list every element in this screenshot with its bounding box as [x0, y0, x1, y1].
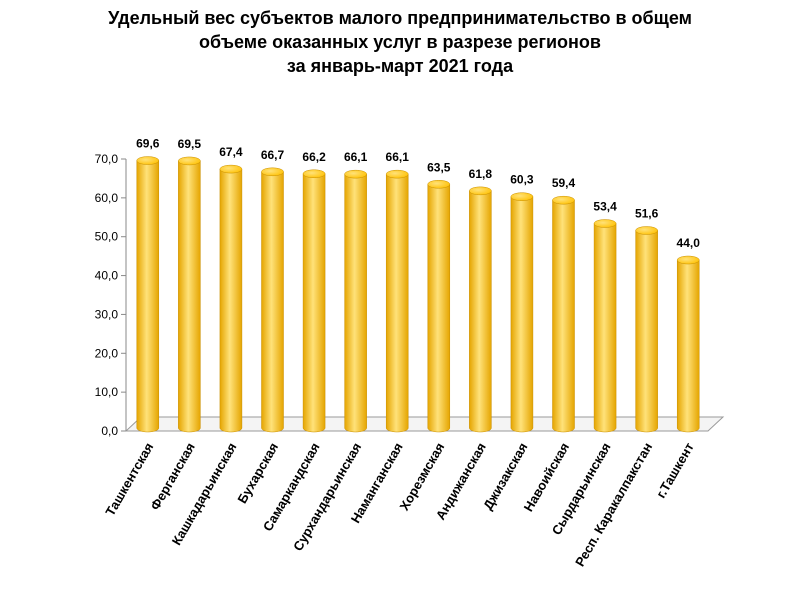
bar-body [136, 160, 160, 433]
data-label: 53,4 [593, 200, 617, 214]
bar-cap [344, 169, 367, 179]
y-tick-label: 0,0 [101, 424, 118, 438]
data-label: 51,6 [635, 206, 659, 220]
y-tick-label: 30,0 [95, 307, 119, 321]
bar [302, 169, 326, 433]
bar-cap [510, 192, 534, 201]
bar-cap [385, 169, 409, 179]
bar [427, 180, 451, 433]
bar [510, 192, 534, 433]
data-label: 66,1 [386, 150, 410, 164]
bar [385, 169, 409, 433]
chart-floor [124, 416, 725, 432]
bar-body [593, 223, 617, 433]
data-label: 61,8 [469, 167, 493, 181]
bar-body [385, 173, 409, 433]
bar-cap [219, 164, 243, 174]
bar [676, 255, 700, 433]
bar [136, 156, 160, 433]
data-label: 67,4 [219, 145, 243, 159]
bar [469, 186, 492, 433]
bar [261, 167, 284, 433]
bar-cap [593, 219, 617, 228]
bar-cap [676, 255, 700, 265]
data-label: 66,2 [302, 150, 326, 164]
bar-cap [136, 156, 160, 165]
y-tick-label: 40,0 [95, 269, 119, 283]
data-label: 69,6 [136, 137, 160, 151]
y-tick-label: 10,0 [95, 385, 119, 399]
y-tick-label: 20,0 [95, 346, 119, 360]
bar-body [427, 184, 451, 433]
chart-title-line-3: за январь-март 2021 года [286, 56, 514, 76]
x-tick-label: г.Ташкент [653, 440, 697, 501]
bar [635, 226, 658, 433]
bar-body [178, 160, 201, 433]
y-tick-label: 60,0 [95, 191, 119, 205]
bar [178, 156, 201, 433]
bar-cap [552, 195, 575, 205]
x-tick-label: Респ. Каракалпакстан [572, 440, 655, 569]
bar-cap [302, 169, 326, 179]
data-label: 60,3 [510, 173, 534, 187]
bar-body [510, 196, 534, 433]
data-label: 69,5 [178, 137, 202, 151]
bar-body [676, 259, 700, 433]
bar-body [344, 173, 367, 433]
bar [344, 169, 367, 433]
chart-title-line-2: объеме оказанных услуг в разрезе регионо… [199, 32, 601, 52]
bar-cap [178, 156, 201, 166]
data-label: 59,4 [552, 176, 576, 190]
bar-body [635, 230, 658, 433]
bar [219, 164, 243, 433]
bar-body [552, 199, 575, 433]
bar-body [302, 173, 326, 433]
y-tick-label: 70,0 [95, 152, 119, 166]
bar-body [261, 171, 284, 433]
y-tick-label: 50,0 [95, 230, 119, 244]
data-label: 63,5 [427, 160, 451, 174]
bar [593, 219, 617, 433]
data-label: 44,0 [677, 236, 701, 250]
data-label: 66,7 [261, 148, 285, 162]
bar-cap [635, 226, 658, 235]
bar-body [219, 168, 243, 433]
bar-cap [469, 186, 492, 196]
bar-cap [427, 180, 451, 189]
chart-title: Удельный вес субъектов малого предприним… [0, 6, 800, 78]
bar [552, 195, 575, 433]
bars-group [136, 156, 700, 433]
x-tick-label: Бухарская [234, 440, 281, 506]
chart-title-line-1: Удельный вес субъектов малого предприним… [108, 8, 692, 28]
bar-cap [261, 167, 284, 177]
data-label: 66,1 [344, 150, 368, 164]
bar-body [469, 190, 492, 433]
